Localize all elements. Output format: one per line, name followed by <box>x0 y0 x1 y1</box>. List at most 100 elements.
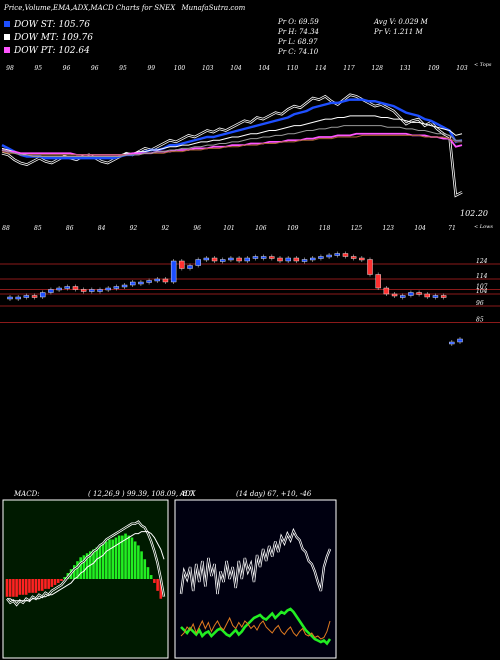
macd-bar <box>47 579 50 589</box>
macd-bar <box>72 565 76 579</box>
top-label: 103 <box>456 65 468 72</box>
candle <box>138 281 144 285</box>
series-dow-st <box>1 98 463 160</box>
top-label: 98 <box>6 65 14 72</box>
site-name: MunafaSutra.com <box>181 4 246 12</box>
adx-plus-di-line <box>180 616 331 640</box>
legend-label-st: DOW ST: 105.76 <box>14 20 90 30</box>
macd-bar <box>140 551 143 579</box>
macd-bar <box>31 579 34 593</box>
series-ema-gray <box>1 125 462 157</box>
macd-bar <box>24 579 28 595</box>
candle <box>48 289 54 293</box>
candle <box>400 295 406 298</box>
price-ema-chart: 98 95 96 96 95 99 100 103 104 104 110 114 117 128 131 1… <box>1 65 468 232</box>
macd-bar <box>137 545 140 579</box>
macd-bar <box>82 555 86 579</box>
top-label: 95 <box>119 65 127 72</box>
macd-line-inner <box>6 521 165 606</box>
candle <box>310 257 316 261</box>
top-label: 110 <box>287 65 299 72</box>
adx-line-inner <box>180 529 331 595</box>
level-label: 114 <box>476 273 488 280</box>
legend-swatch-mt <box>4 34 10 40</box>
candle <box>252 256 259 259</box>
candle <box>162 278 169 283</box>
candle <box>236 257 242 262</box>
level-label: 107 <box>476 284 488 291</box>
top-label: 117 <box>343 65 355 72</box>
low-label: 71 <box>448 225 456 232</box>
candle <box>40 292 46 298</box>
macd-bar <box>85 553 89 579</box>
candle <box>375 274 381 289</box>
macd-bar <box>28 579 31 593</box>
top-label: 100 <box>174 65 186 72</box>
low-label: 123 <box>383 225 395 232</box>
top-label: 96 <box>91 65 99 72</box>
stat-close: Pr C: 74.10 <box>278 48 319 56</box>
stat-high: Pr H: 74.34 <box>278 28 320 36</box>
candle <box>318 256 324 259</box>
top-label: 99 <box>147 65 155 72</box>
candle <box>220 259 226 262</box>
macd-bar <box>60 579 63 581</box>
adx-title: ADX <box>180 490 196 498</box>
candle <box>56 287 62 291</box>
macd-title: MACD: <box>14 490 40 498</box>
macd-bar <box>111 539 115 579</box>
low-label: 88 <box>2 225 10 232</box>
macd-params: ( 12,26,9 ) 99.39, 108.09, -8.7 <box>88 490 194 498</box>
macd-bar <box>98 545 102 579</box>
macd-bar <box>50 579 54 587</box>
legend-swatch-st <box>4 21 10 27</box>
candle <box>89 289 95 292</box>
macd-bar <box>34 579 38 593</box>
low-label: 92 <box>161 225 169 232</box>
macd-bar <box>21 579 25 595</box>
last-price-label: 102.20 <box>460 209 488 218</box>
candle <box>350 256 357 259</box>
top-label: 109 <box>428 65 440 72</box>
low-label: 86 <box>66 225 74 232</box>
candle <box>244 257 250 262</box>
lows-axis-label: < Lows <box>474 224 493 230</box>
macd-bar <box>15 579 18 597</box>
macd-frame <box>2 499 169 659</box>
candle <box>15 296 21 300</box>
low-label: 101 <box>223 225 234 232</box>
legend-label-mt: DOW MT: 109.76 <box>14 33 93 43</box>
stat-open: Pr O: 69.59 <box>278 18 319 26</box>
stat-avg-volume: Avg V: 0.029 M <box>374 18 428 26</box>
macd-bar <box>149 575 153 579</box>
top-label: 114 <box>315 65 327 72</box>
macd-bar <box>133 541 137 579</box>
candle <box>195 259 201 266</box>
chart-title: Price,Volume,EMA,ADX,MACD Charts for SNE… <box>4 4 245 12</box>
candle <box>228 257 234 261</box>
macd-signal-line <box>7 531 165 602</box>
series-ema-brown <box>1 134 462 156</box>
low-label: 85 <box>34 225 42 232</box>
macd-bar <box>53 579 57 585</box>
candle <box>326 254 332 258</box>
macd-bar <box>5 579 9 597</box>
stat-low: Pr L: 68.97 <box>278 38 318 46</box>
candle <box>293 257 300 262</box>
candle <box>154 278 160 282</box>
candle <box>449 341 455 345</box>
candle <box>170 260 177 283</box>
candle <box>146 280 152 283</box>
macd-bar <box>95 547 99 579</box>
macd-bar <box>146 567 150 579</box>
macd-bar <box>40 579 44 591</box>
macd-bar <box>76 561 79 579</box>
candle <box>72 286 79 290</box>
low-label: 84 <box>98 225 106 232</box>
low-label: 109 <box>287 225 299 232</box>
macd-bar <box>159 579 163 599</box>
candle <box>334 253 340 256</box>
low-label: 104 <box>414 225 426 232</box>
candle <box>80 289 87 292</box>
